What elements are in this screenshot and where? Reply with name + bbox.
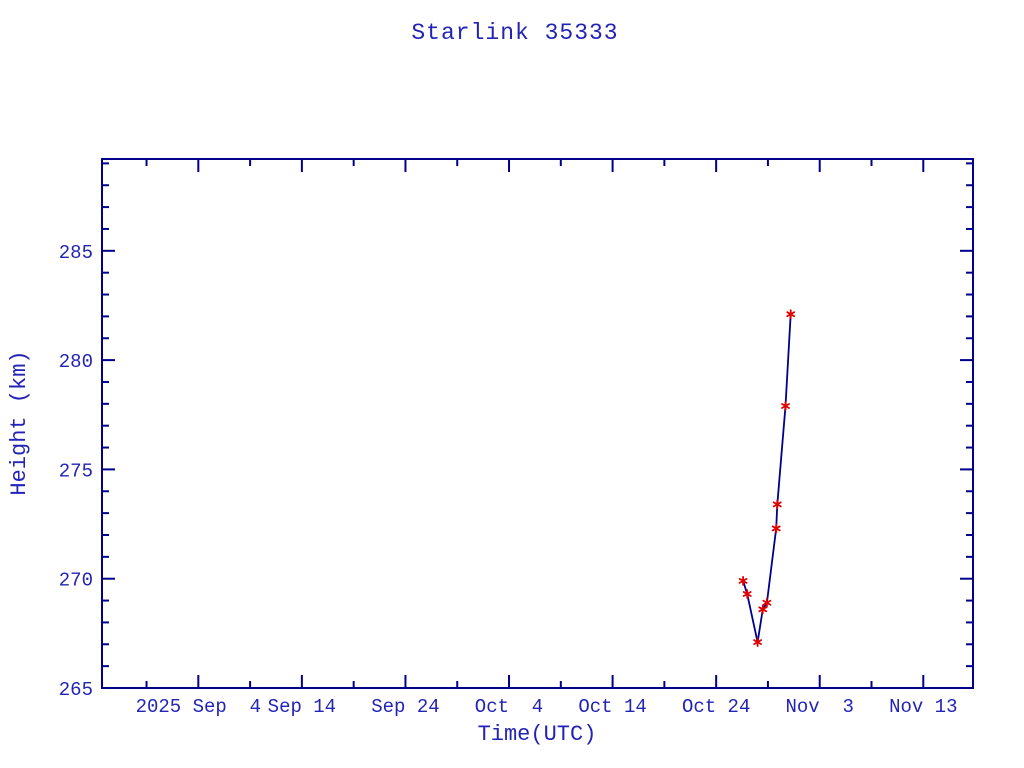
data-point-marker [762, 597, 772, 608]
data-point-marker [753, 637, 762, 647]
x-tick-label: 2025 Sep 4 [136, 696, 261, 718]
y-axis-title: Height (km) [7, 350, 32, 495]
marker-stroke [772, 501, 782, 508]
data-point-marker [771, 523, 781, 534]
data-point-marker [738, 575, 748, 586]
data-point-marker [758, 604, 768, 615]
data-point-marker [742, 589, 752, 599]
marker-stroke [742, 591, 752, 597]
marker-stroke [781, 403, 790, 409]
y-tick-label: 280 [59, 351, 93, 373]
marker-stroke [762, 599, 772, 606]
plot-area: 2025 Sep 4 Sep 14 Sep 24 Oct 4 Oct 14 Oct 24 N… [59, 158, 974, 718]
x-tick-label: Nov 3 [786, 696, 854, 718]
y-tick-label: 270 [59, 570, 93, 592]
x-tick-label: Oct 4 [475, 696, 543, 718]
chart-title: Starlink 35333 [411, 20, 618, 46]
x-tick-label: Sep 14 [268, 696, 336, 718]
data-point-marker [781, 401, 790, 411]
y-tick-label: 265 [59, 679, 93, 701]
data-point-marker [772, 499, 782, 510]
data-point-marker [786, 309, 796, 320]
x-tick-label: Oct 24 [682, 696, 750, 718]
x-tick-label: Oct 14 [578, 696, 646, 718]
marker-stroke [738, 577, 748, 584]
x-tick-label: Nov 13 [889, 696, 957, 718]
plot-frame [101, 158, 974, 689]
marker-stroke [786, 311, 796, 318]
x-axis-title: Time(UTC) [478, 722, 597, 747]
marker-stroke [771, 525, 781, 532]
x-tick-label: Sep 24 [371, 696, 439, 718]
marker-stroke [758, 606, 768, 613]
y-tick-label: 275 [59, 460, 93, 482]
marker-stroke [753, 639, 762, 645]
y-tick-label: 285 [59, 242, 93, 264]
